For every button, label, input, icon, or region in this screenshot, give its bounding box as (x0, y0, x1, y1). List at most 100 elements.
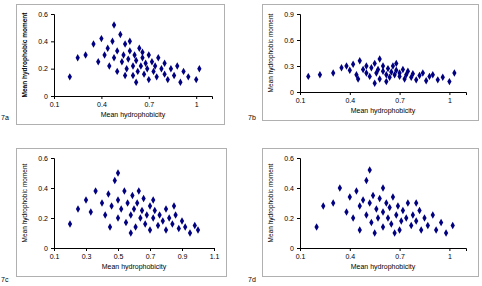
point (96, 58, 100, 65)
point (170, 220, 174, 227)
point (140, 49, 144, 56)
panel-label: 7a (1, 114, 9, 121)
point (156, 54, 160, 61)
y-tick: 0.4 (38, 185, 54, 192)
y-tick-label: 0.4 (284, 185, 294, 192)
x-tick: 0.1 (296, 248, 306, 260)
y-tick: 0.2 (38, 215, 54, 222)
point (358, 57, 362, 64)
point (151, 196, 155, 203)
point (441, 74, 445, 81)
x-tick: 1 (448, 92, 452, 104)
x-tick-label: 1.1 (210, 253, 220, 260)
y-axis-line (297, 159, 301, 249)
x-tick-label: 0.1 (50, 101, 60, 108)
point (140, 207, 144, 214)
y-tick-label: 0.3 (284, 63, 294, 70)
y-tick-mark (51, 188, 54, 189)
point (386, 65, 390, 72)
y-tick-mark (297, 218, 300, 219)
y-tick-label: 0.2 (284, 215, 294, 222)
point (106, 44, 110, 51)
point (186, 73, 190, 80)
point (112, 21, 116, 28)
x-tick-label: 0.9 (178, 253, 188, 260)
y-tick-mark (297, 248, 300, 249)
point (116, 196, 120, 203)
point (137, 44, 141, 51)
x-tick-mark (449, 92, 450, 95)
y-axis-title: Mean hydrophobic moment (267, 163, 275, 242)
point (406, 67, 410, 74)
point (153, 62, 157, 69)
point (103, 211, 107, 218)
point (391, 193, 395, 200)
point (401, 207, 405, 214)
point (414, 217, 418, 224)
point (368, 166, 372, 173)
y-tick: 0 (290, 245, 300, 252)
point (374, 205, 378, 212)
y-tick-label: 0 (44, 245, 48, 252)
point (150, 58, 154, 65)
point (129, 211, 133, 218)
point (131, 72, 135, 79)
point (338, 184, 342, 191)
point (68, 73, 72, 80)
y-tick-label: 0.2 (38, 65, 48, 72)
x-tick-label: 1 (448, 253, 452, 260)
x-tick-mark (101, 96, 102, 99)
point (84, 196, 88, 203)
panel-label: 7c (1, 276, 9, 283)
x-tick-label: 0.4 (345, 97, 355, 104)
y-tick-label: 0.6 (38, 11, 48, 18)
x-tick: 0.1 (50, 248, 60, 260)
y-tick-label: 0 (290, 245, 294, 252)
x-tick-label: 0.7 (395, 253, 405, 260)
point (384, 199, 388, 206)
point (76, 54, 80, 61)
panel-label: 7b (248, 114, 256, 121)
point (396, 202, 400, 209)
point (436, 76, 440, 83)
point (109, 202, 113, 209)
y-tick-label: 0.9 (284, 11, 294, 18)
x-axis-line (55, 97, 213, 100)
point (119, 205, 123, 212)
x-tick-mark (400, 248, 401, 251)
point (194, 76, 198, 83)
point (371, 192, 375, 199)
point (175, 62, 179, 69)
x-tick-mark (350, 92, 351, 95)
point (167, 214, 171, 221)
point (331, 69, 335, 76)
x-tick-mark (449, 248, 450, 251)
point (401, 66, 405, 73)
x-tick-label: 0.5 (114, 253, 124, 260)
x-tick-mark (182, 248, 183, 251)
point (434, 226, 438, 233)
point (131, 62, 135, 69)
point (83, 51, 87, 58)
x-tick-mark (400, 92, 401, 95)
y-tick-mark (51, 41, 54, 42)
y-tick-label: 0 (290, 89, 294, 96)
point (411, 70, 415, 77)
point (196, 226, 200, 233)
point (381, 62, 385, 69)
point (147, 76, 151, 83)
point (431, 211, 435, 218)
point (118, 31, 122, 38)
point (156, 222, 160, 229)
point (122, 187, 126, 194)
point (397, 69, 401, 76)
point (404, 214, 408, 221)
point (147, 51, 151, 58)
point (368, 199, 372, 206)
x-axis-title: Mean hydrophobicity (102, 263, 167, 271)
point (157, 211, 161, 218)
y-tick: 0.6 (38, 11, 54, 18)
y-tick-mark (297, 14, 300, 15)
y-tick: 0.6 (38, 155, 54, 162)
point (419, 226, 423, 233)
